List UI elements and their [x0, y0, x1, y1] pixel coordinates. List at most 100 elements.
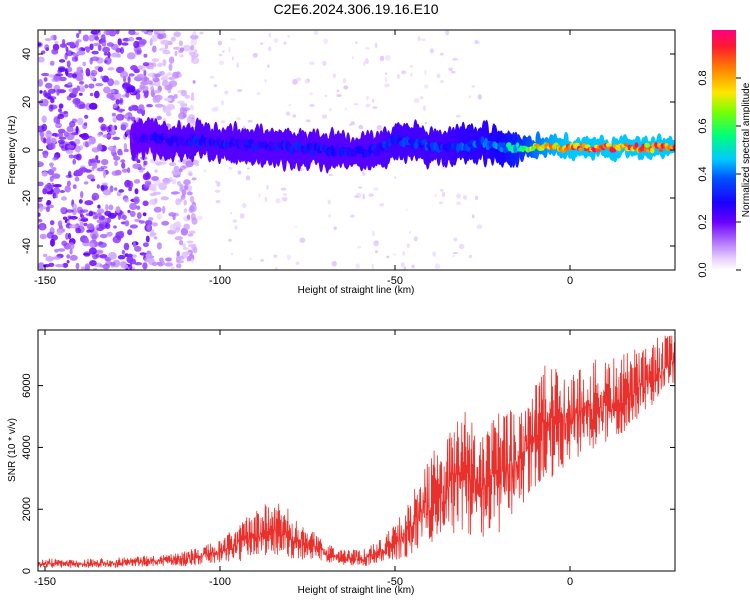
noise-speckle	[123, 143, 128, 150]
noise-speckle	[101, 182, 109, 186]
noise-speckle	[188, 172, 193, 177]
noise-speckle	[116, 108, 126, 112]
noise-speckle	[72, 158, 76, 165]
noise-speckle	[183, 208, 188, 213]
noise-speckle	[43, 77, 48, 82]
noise-speckle	[146, 104, 153, 108]
noise-speckle	[186, 214, 191, 220]
noise-speckle	[126, 52, 136, 60]
noise-speckle	[115, 206, 121, 214]
noise-speckle	[102, 263, 110, 270]
noise-speckle	[160, 39, 169, 45]
noise-speckle	[353, 195, 359, 198]
noise-speckle	[327, 199, 331, 205]
noise-speckle	[96, 167, 105, 172]
noise-speckle	[148, 257, 155, 266]
noise-speckle	[59, 190, 66, 193]
noise-speckle	[168, 176, 173, 180]
snr-panel: -150 -100 -50 0 0 2000 4000 6000 Height of str…	[7, 329, 676, 596]
noise-speckle	[350, 214, 355, 218]
noise-speckle	[69, 254, 78, 261]
noise-speckle	[147, 31, 153, 36]
noise-speckle	[52, 43, 60, 51]
noise-speckle	[80, 209, 89, 213]
noise-speckle	[38, 161, 44, 168]
noise-speckle	[179, 103, 188, 107]
noise-speckle	[124, 113, 129, 120]
noise-speckle	[266, 184, 269, 190]
noise-speckle	[438, 201, 443, 204]
noise-speckle	[76, 32, 80, 39]
noise-speckle	[164, 43, 169, 50]
noise-speckle	[143, 53, 148, 58]
noise-speckle	[121, 42, 129, 46]
noise-speckle	[143, 184, 150, 189]
noise-speckle	[188, 244, 195, 248]
noise-speckle	[300, 168, 304, 172]
noise-speckle	[230, 38, 236, 41]
noise-speckle	[97, 66, 104, 73]
noise-speckle	[142, 62, 150, 67]
noise-speckle	[328, 214, 331, 218]
noise-speckle	[422, 105, 427, 111]
noise-speckle	[100, 123, 107, 132]
noise-speckle	[190, 38, 197, 46]
noise-speckle	[183, 184, 189, 190]
noise-speckle	[153, 236, 158, 240]
noise-speckle	[273, 38, 279, 43]
noise-speckle	[40, 224, 45, 231]
noise-speckle	[168, 76, 176, 80]
colorbar-gradient	[712, 30, 736, 270]
noise-speckle	[128, 30, 136, 36]
noise-speckle	[246, 167, 250, 170]
noise-speckle	[129, 224, 138, 229]
noise-speckle	[161, 80, 169, 87]
noise-speckle	[143, 160, 148, 166]
noise-speckle	[169, 223, 176, 231]
noise-speckle	[55, 73, 64, 77]
noise-speckle	[133, 179, 141, 184]
noise-speckle	[365, 103, 371, 108]
noise-speckle	[52, 256, 61, 260]
noise-speckle	[260, 42, 264, 45]
y-tick-label: 4000	[21, 435, 33, 459]
noise-speckle	[65, 46, 69, 52]
noise-speckle	[231, 56, 234, 61]
noise-speckle	[142, 262, 148, 270]
noise-speckle	[169, 162, 176, 167]
noise-speckle	[170, 36, 176, 42]
noise-speckle	[42, 153, 48, 159]
noise-speckle	[97, 132, 102, 137]
noise-speckle	[68, 41, 76, 48]
noise-speckle	[401, 261, 405, 268]
noise-speckle	[141, 85, 149, 92]
noise-speckle	[112, 103, 118, 109]
noise-speckle	[186, 256, 191, 262]
snr-x-axis-label: Height of straight line (km)	[298, 585, 415, 596]
noise-speckle	[48, 104, 54, 112]
noise-speckle	[88, 102, 98, 110]
noise-speckle	[216, 181, 221, 187]
noise-speckle	[86, 223, 95, 231]
noise-speckle	[65, 209, 74, 213]
noise-speckle	[419, 96, 424, 100]
noise-speckle	[101, 42, 107, 47]
noise-speckle	[88, 210, 94, 217]
noise-speckle	[41, 171, 48, 177]
noise-speckle	[131, 104, 139, 111]
noise-speckle	[121, 168, 128, 173]
noise-speckle	[49, 60, 55, 66]
noise-speckle	[324, 94, 328, 98]
noise-speckle	[120, 159, 126, 163]
noise-speckle	[113, 225, 117, 229]
noise-speckle	[456, 201, 462, 206]
noise-speckle	[100, 185, 105, 192]
noise-speckle	[106, 231, 113, 237]
noise-speckle	[187, 191, 193, 196]
noise-speckle	[384, 77, 388, 83]
ridge-core	[254, 145, 259, 151]
noise-speckle	[83, 222, 88, 227]
noise-speckle	[322, 60, 327, 66]
spectrogram-panel: -150 -100 -50 0 -40 -20 0 20 40 Height of strai…	[7, 29, 676, 296]
noise-speckle	[213, 84, 218, 88]
